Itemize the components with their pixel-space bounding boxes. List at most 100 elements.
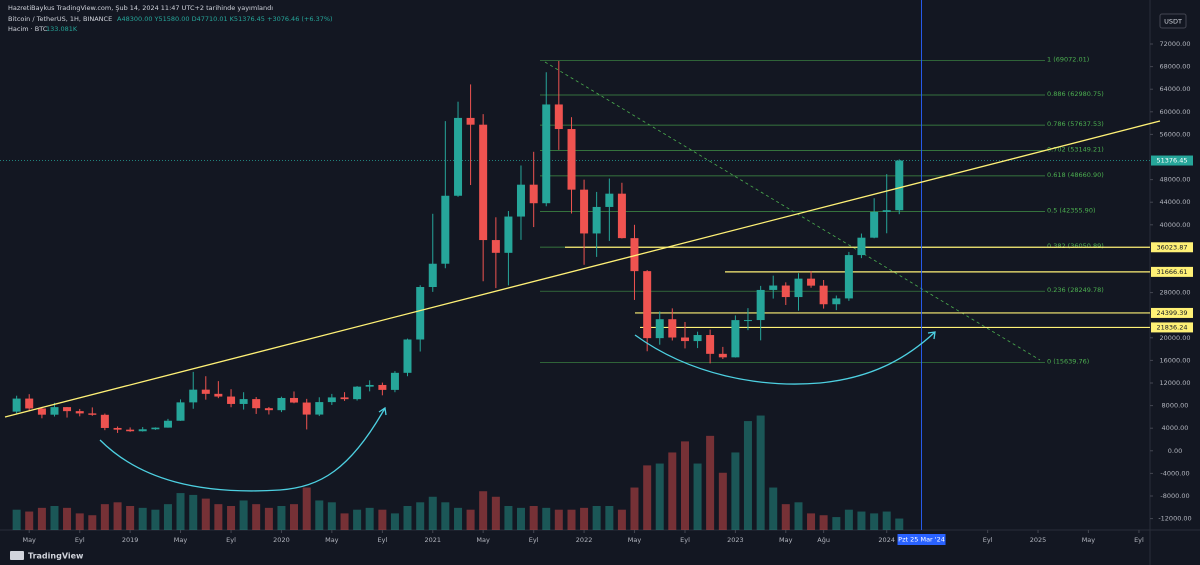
- candle-body: [479, 124, 488, 241]
- candle-body: [214, 393, 223, 397]
- fib-label: 0.786 (57637.53): [1047, 120, 1104, 128]
- x-tick-label: 2025: [1030, 536, 1047, 544]
- volume-bar: [454, 507, 463, 530]
- volume-bar: [315, 500, 324, 530]
- x-tick-label: Eyl: [983, 536, 993, 544]
- last-price-tag: [1151, 155, 1193, 166]
- volume-bar: [113, 502, 122, 530]
- volume-bar: [529, 506, 538, 530]
- volume-bar: [832, 517, 841, 530]
- volume-bar: [353, 509, 362, 530]
- volume-bar: [227, 506, 236, 530]
- volume-bar: [567, 509, 576, 530]
- volume-bar: [580, 507, 589, 530]
- candle-body: [668, 319, 677, 338]
- volume-bar: [895, 518, 904, 530]
- level-tag-label: 24399.39: [1156, 309, 1187, 317]
- candle-body: [630, 238, 639, 272]
- volume-bar: [176, 493, 185, 530]
- x-tick-label: Eyl: [529, 536, 539, 544]
- x-tick-label: 2019: [122, 536, 139, 544]
- candle-body: [315, 402, 324, 415]
- x-tick-label: 2020: [273, 536, 290, 544]
- volume-bar: [50, 506, 59, 530]
- volume-bar: [277, 506, 286, 530]
- volume-bar: [428, 496, 437, 530]
- volume-bar: [138, 507, 147, 530]
- volume-bar: [378, 509, 387, 530]
- candle-body: [857, 237, 866, 256]
- volume-bar: [882, 511, 891, 530]
- candle-body: [832, 298, 841, 305]
- volume-bar: [807, 513, 816, 530]
- volume-bar: [504, 506, 513, 530]
- candle-body: [882, 210, 891, 212]
- level-tag: [1151, 307, 1193, 318]
- volume-bar: [554, 509, 563, 530]
- volume-bar: [617, 509, 626, 530]
- candle-body: [290, 397, 299, 403]
- candle-body: [378, 384, 387, 390]
- volume-bar: [441, 502, 450, 530]
- candle-body: [37, 408, 46, 415]
- volume-bar: [264, 507, 273, 530]
- y-tick-label: 16000.00: [1159, 356, 1190, 364]
- candle-body: [781, 285, 790, 298]
- candle-body: [643, 271, 652, 339]
- candle-body: [353, 386, 362, 400]
- x-tick-label: Eyl: [75, 536, 85, 544]
- candle-body: [189, 389, 198, 403]
- x-tick-label: May: [628, 536, 642, 544]
- candle-body: [113, 427, 122, 430]
- candle-body: [390, 372, 399, 390]
- volume-bar: [151, 509, 160, 530]
- y-tick-label: 12000.00: [1159, 379, 1190, 387]
- fib-label: 0 (15639.76): [1047, 357, 1089, 365]
- x-tick-label: May: [174, 536, 188, 544]
- volume-bar: [189, 494, 198, 530]
- x-tick-label: Eyl: [680, 536, 690, 544]
- y-tick-label: 28000.00: [1159, 289, 1190, 297]
- volume-label: Hacim · BTC: [8, 25, 48, 33]
- cursor-label: Pzt 25 Mar '24: [898, 536, 945, 544]
- volume-bar: [756, 415, 765, 530]
- volume-bar: [491, 496, 500, 530]
- candle-body: [580, 189, 589, 234]
- candle-body: [529, 184, 538, 204]
- x-tick-label: 2022: [576, 536, 593, 544]
- volume-bar: [302, 487, 311, 530]
- symbol-title: Bitcoin / TetherUS, 1H, BINANCE: [8, 15, 112, 23]
- volume-bar: [681, 441, 690, 530]
- y-tick-label: 60000.00: [1159, 108, 1190, 116]
- volume-bar: [327, 502, 336, 530]
- candle-body: [592, 206, 601, 234]
- y-tick-label: 40000.00: [1159, 221, 1190, 229]
- candle-body: [264, 408, 273, 411]
- y-tick-label: 72000.00: [1159, 40, 1190, 48]
- candle-body: [227, 396, 236, 404]
- ohlc-values: A48300.00 Y51580.00 D47710.01 K51376.45 …: [117, 15, 333, 23]
- volume-bar: [605, 506, 614, 530]
- volume-bar: [857, 511, 866, 530]
- candle-body: [340, 397, 349, 400]
- cursor-tag: [897, 534, 946, 545]
- volume-bar: [769, 487, 778, 530]
- fib-label: 0.886 (62980.75): [1047, 90, 1104, 98]
- fib-label: 0.5 (42355.90): [1047, 206, 1096, 214]
- volume-bar: [731, 452, 740, 530]
- candle-body: [403, 339, 412, 373]
- volume-bar: [25, 511, 34, 530]
- candle-body: [88, 413, 97, 415]
- fib-label: 0.702 (53149.21): [1047, 146, 1104, 154]
- volume-bar: [718, 472, 727, 530]
- candle-body: [277, 397, 286, 411]
- y-tick-label: -8000.00: [1160, 492, 1189, 500]
- volume-bar: [643, 465, 652, 530]
- y-tick-label: 8000.00: [1162, 402, 1189, 410]
- candle-body: [466, 117, 475, 125]
- volume-bar: [37, 507, 46, 530]
- volume-bar: [252, 504, 261, 530]
- candle-body: [327, 397, 336, 403]
